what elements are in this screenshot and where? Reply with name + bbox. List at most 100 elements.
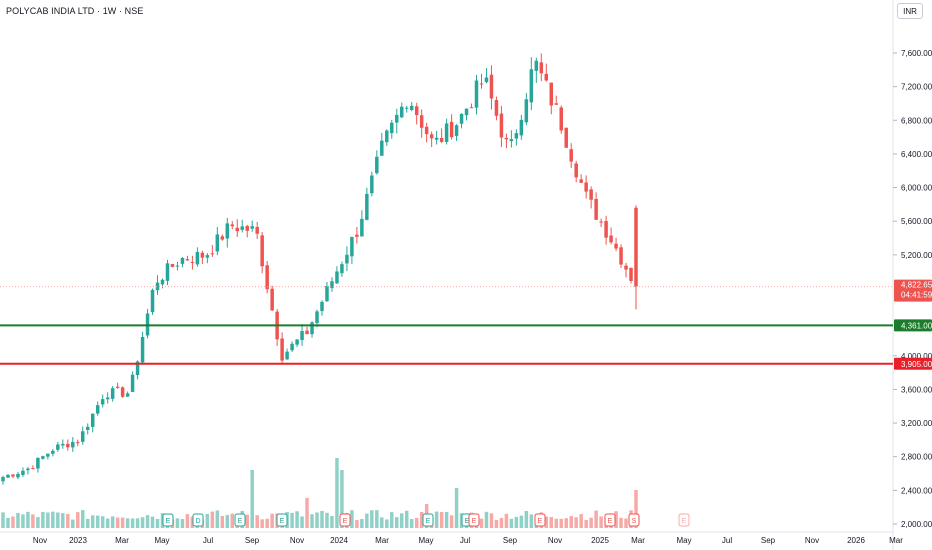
candle-body[interactable] [235, 227, 240, 232]
candle-body[interactable] [604, 221, 608, 238]
candle-body[interactable] [479, 83, 484, 85]
candle-body[interactable] [1, 476, 5, 482]
candle-body[interactable] [360, 218, 364, 237]
candle-body[interactable] [434, 137, 439, 140]
candle-body[interactable] [474, 80, 479, 108]
candle-body[interactable] [105, 397, 110, 400]
candle-body[interactable] [200, 252, 205, 258]
candle-body[interactable] [300, 331, 304, 341]
candle-body[interactable] [95, 405, 100, 414]
candle-body[interactable] [270, 288, 274, 311]
candle-body[interactable] [295, 339, 299, 345]
candle-body[interactable] [574, 163, 578, 178]
candle-body[interactable] [11, 474, 15, 477]
candle-body[interactable] [265, 265, 269, 290]
candle-body[interactable] [459, 113, 464, 124]
earnings-event-icon[interactable] [604, 513, 616, 527]
earnings-event-icon[interactable] [339, 513, 351, 527]
candle-body[interactable] [260, 235, 264, 267]
candle-body[interactable] [90, 413, 95, 427]
candle-body[interactable] [414, 106, 419, 116]
candle-body[interactable] [51, 450, 55, 454]
candle-body[interactable] [380, 140, 384, 156]
candle-body[interactable] [215, 234, 220, 252]
candle-body[interactable] [579, 179, 583, 183]
candle-body[interactable] [564, 127, 568, 148]
candle-body[interactable] [190, 262, 195, 264]
candle-body[interactable] [594, 198, 598, 220]
candle-body[interactable] [71, 441, 75, 448]
candle-body[interactable] [165, 263, 170, 281]
earnings-event-icon[interactable] [534, 513, 546, 527]
candle-body[interactable] [424, 126, 429, 135]
candle-body[interactable] [549, 82, 554, 106]
candle-body[interactable] [634, 207, 638, 287]
candle-body[interactable] [225, 223, 230, 239]
candle-body[interactable] [599, 221, 603, 223]
candle-body[interactable] [180, 257, 185, 264]
candle-body[interactable] [310, 322, 314, 335]
candle-body[interactable] [230, 224, 235, 227]
candle-body[interactable] [31, 468, 35, 470]
candle-body[interactable] [110, 388, 115, 399]
candle-body[interactable] [589, 189, 593, 200]
candle-body[interactable] [81, 431, 85, 442]
candle-body[interactable] [255, 226, 259, 234]
candle-body[interactable] [26, 468, 30, 471]
candle-body[interactable] [370, 175, 374, 194]
candle-body[interactable] [76, 442, 80, 444]
candle-body[interactable] [629, 267, 633, 281]
candle-body[interactable] [584, 182, 588, 192]
candle-body[interactable] [345, 254, 349, 264]
candle-body[interactable] [544, 73, 549, 81]
candle-body[interactable] [449, 121, 454, 138]
candle-body[interactable] [185, 259, 190, 261]
candle-body[interactable] [140, 336, 145, 363]
candle-body[interactable] [150, 289, 155, 313]
candle-body[interactable] [6, 474, 10, 478]
candle-body[interactable] [305, 330, 309, 335]
candle-body[interactable] [16, 473, 20, 478]
earnings-event-icon[interactable] [422, 513, 434, 527]
candle-body[interactable] [335, 271, 339, 284]
candle-body[interactable] [175, 265, 180, 267]
candle-body[interactable] [385, 130, 389, 143]
candle-body[interactable] [320, 301, 324, 312]
candle-body[interactable] [559, 107, 563, 131]
candle-body[interactable] [494, 100, 499, 116]
candle-body[interactable] [514, 133, 519, 139]
candle-body[interactable] [46, 453, 50, 457]
candle-body[interactable] [315, 311, 319, 324]
candle-body[interactable] [395, 114, 399, 123]
candle-body[interactable] [504, 137, 509, 140]
candle-body[interactable] [41, 456, 45, 459]
candle-body[interactable] [100, 399, 105, 405]
candle-body[interactable] [399, 106, 404, 118]
candle-body[interactable] [330, 281, 334, 289]
candle-body[interactable] [115, 386, 120, 388]
candle-body[interactable] [36, 457, 40, 469]
candle-body[interactable] [61, 443, 65, 446]
candle-body[interactable] [534, 60, 539, 71]
candle-body[interactable] [325, 286, 329, 302]
candle-body[interactable] [409, 105, 414, 111]
candle-body[interactable] [280, 338, 284, 361]
candle-body[interactable] [21, 470, 25, 475]
symbol-title[interactable]: POLYCAB INDIA LTD · 1W · NSE [6, 6, 144, 16]
candle-body[interactable] [609, 235, 613, 243]
candle-body[interactable] [484, 77, 489, 83]
earnings-event-icon[interactable] [192, 513, 204, 527]
candle-body[interactable] [355, 234, 359, 237]
candle-body[interactable] [519, 119, 524, 136]
candle-body[interactable] [469, 107, 474, 109]
candle-body[interactable] [569, 149, 573, 162]
candle-body[interactable] [290, 343, 294, 351]
candle-body[interactable] [250, 226, 254, 229]
candle-body[interactable] [340, 264, 344, 274]
candle-body[interactable] [160, 279, 165, 285]
earnings-event-icon[interactable] [628, 513, 640, 527]
candle-body[interactable] [404, 107, 409, 109]
candle-body[interactable] [429, 134, 434, 139]
candle-body[interactable] [85, 426, 90, 430]
candle-body[interactable] [66, 443, 70, 448]
